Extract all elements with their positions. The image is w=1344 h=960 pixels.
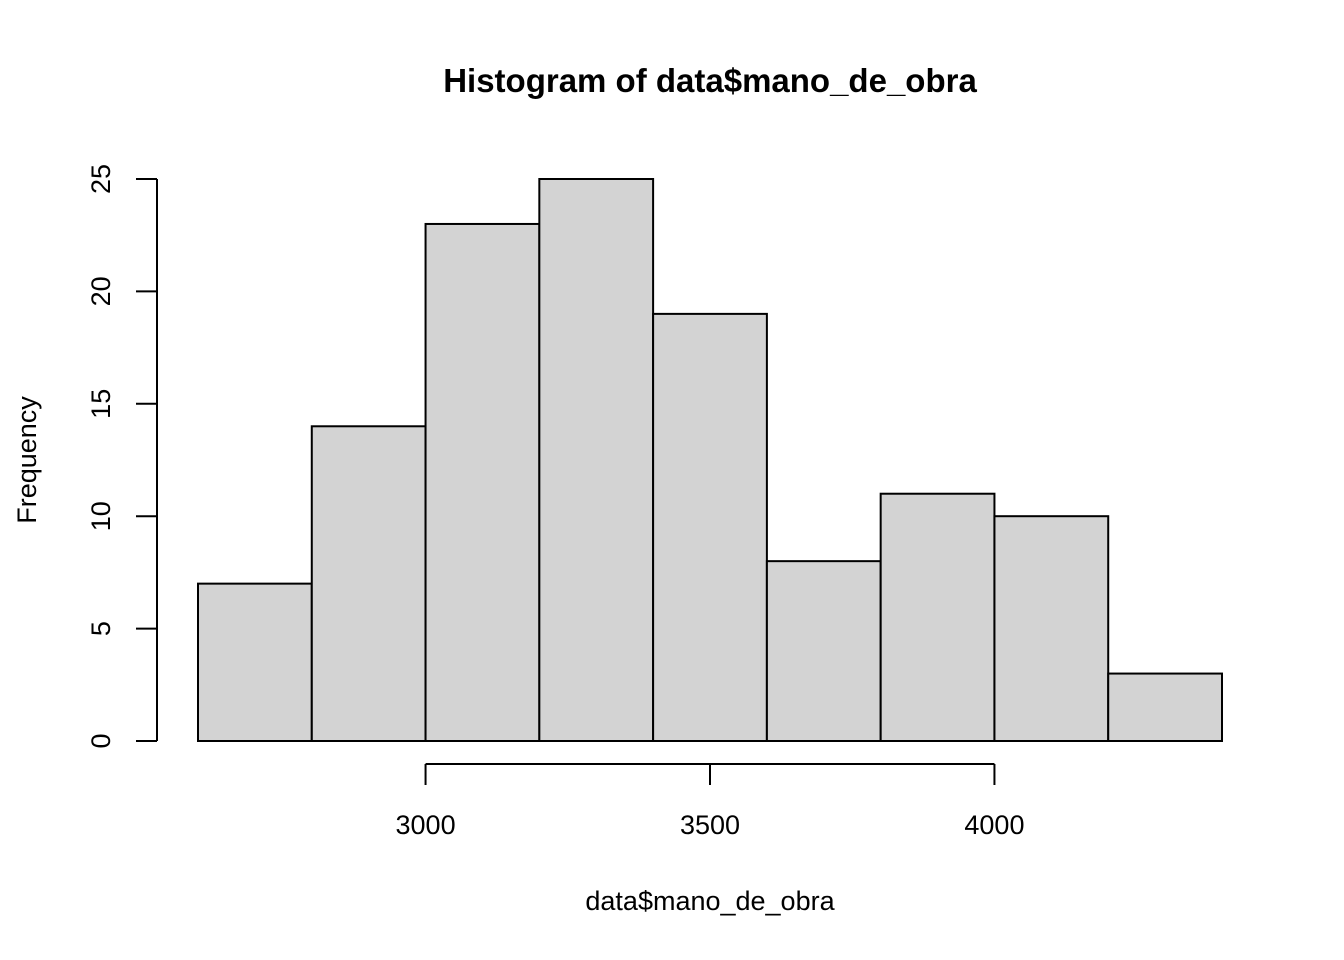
histogram-bar-8 (1107, 672, 1223, 742)
histogram-bar-3 (538, 178, 655, 742)
x-tick-label: 3000 (396, 810, 456, 840)
chart-title: Histogram of data$mano_de_obra (443, 62, 977, 99)
y-tick-label: 15 (86, 389, 116, 419)
y-tick-label: 5 (86, 621, 116, 636)
x-tick-label: 4000 (964, 810, 1024, 840)
histogram-bar-7 (993, 515, 1110, 743)
y-tick-label: 20 (86, 276, 116, 306)
histogram-bar-5 (765, 560, 882, 742)
y-axis: 0 5 10 15 20 25 (86, 164, 158, 749)
histogram-bar-2 (424, 222, 541, 742)
histogram-bar-0 (197, 582, 313, 743)
x-axis: 3000 3500 4000 (396, 763, 1024, 840)
y-tick-label: 10 (86, 501, 116, 531)
y-tick-label: 0 (86, 733, 116, 748)
histogram-bar-1 (310, 425, 427, 742)
bars-group (197, 178, 1223, 743)
x-axis-label: data$mano_de_obra (585, 886, 835, 916)
histogram-bar-4 (652, 312, 768, 742)
histogram-bar-6 (879, 492, 996, 742)
y-tick-label: 25 (86, 164, 116, 194)
x-tick-label: 3500 (680, 810, 740, 840)
y-axis-label: Frequency (12, 396, 42, 524)
